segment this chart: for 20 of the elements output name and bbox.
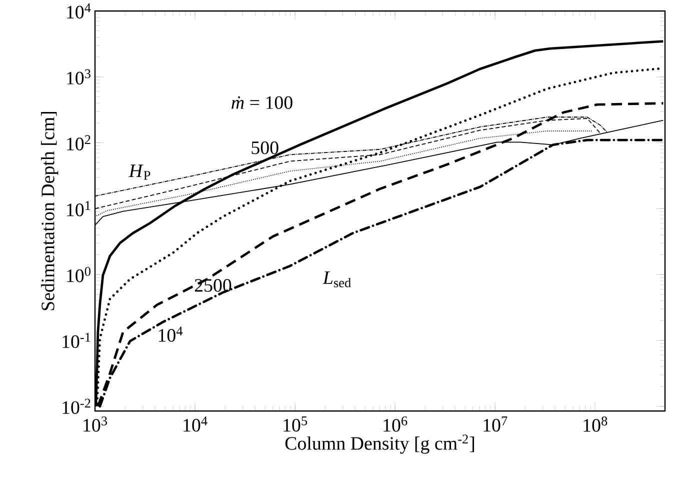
y-tick-label: 10$^{-1}$: [62, 332, 90, 348]
y-tick-label: 10$^{1}$: [67, 201, 90, 216]
annotation: 10$^{4}$: [158, 326, 183, 342]
y-axis-title: Sedimentation Depth [cm]: [41, 112, 58, 310]
y-tick-label: 10$^{0}$: [67, 266, 90, 282]
annotation: H$_{P}$: [128, 164, 150, 180]
y-tick-label: 10$^{4}$: [67, 3, 91, 19]
annotation: L$_{sed}$: [322, 272, 351, 288]
x-tick-label: 10$^{7}$: [484, 416, 508, 432]
x-tick-label: 10$^{3}$: [84, 416, 108, 432]
x-axis-title: Column Density [g cm$^{-2}$]: [285, 434, 474, 454]
x-tick-label: 10$^{8}$: [584, 416, 608, 432]
annotation: 500: [252, 141, 278, 154]
x-tick-label: 10$^{5}$: [284, 416, 308, 432]
x-tick-label: 10$^{4}$: [184, 416, 208, 432]
annotation: ṁ = 100: [232, 96, 292, 109]
y-tick-label: 10$^{-2}$: [62, 398, 90, 414]
y-tick-label: 10$^{2}$: [67, 135, 90, 150]
x-tick-label: 10$^{6}$: [384, 416, 408, 432]
y-tick-label: 10$^{3}$: [67, 69, 90, 84]
